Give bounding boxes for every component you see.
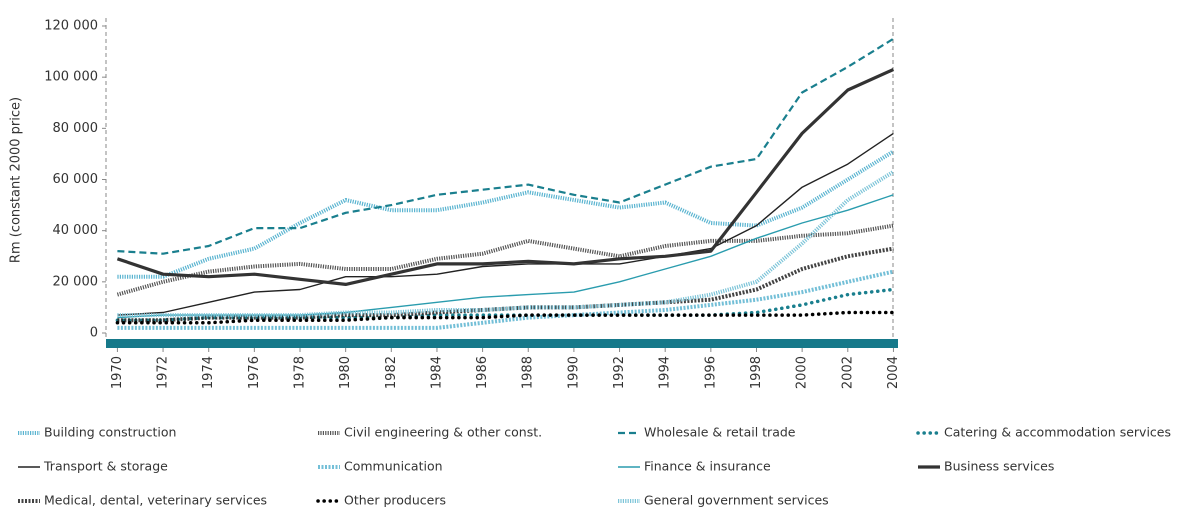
series-line — [117, 149, 895, 279]
series-line — [115, 287, 896, 322]
x-tick-label: 1990 — [566, 356, 581, 389]
legend-label: Communication — [344, 459, 443, 474]
x-tick-label: 1992 — [612, 356, 627, 389]
legend-label: Transport & storage — [43, 459, 168, 474]
x-tick-label: 1998 — [749, 356, 764, 389]
y-tick-label: 100 000 — [44, 70, 98, 85]
legend-label: Medical, dental, veterinary services — [44, 493, 267, 508]
x-tick-label: 2002 — [840, 356, 855, 389]
series-line — [115, 310, 896, 325]
x-tick-label: 2000 — [795, 356, 810, 389]
x-tick-label: 1986 — [475, 356, 490, 389]
legend-label: Business services — [944, 459, 1054, 474]
series-line — [117, 132, 894, 316]
x-tick-label: 1994 — [658, 356, 673, 389]
x-tick-label: 1996 — [703, 356, 718, 389]
x-tick-label: 1978 — [293, 356, 308, 389]
legend-label: Catering & accommodation services — [944, 425, 1171, 440]
y-tick-label: 80 000 — [53, 121, 99, 136]
x-tick-label: 1972 — [156, 356, 171, 389]
x-tick-label: 1988 — [521, 356, 536, 389]
series-line — [117, 269, 894, 330]
x-tick-label: 2004 — [886, 356, 901, 389]
series-line — [117, 37, 894, 255]
legend-label: Building construction — [44, 425, 176, 440]
y-axis-label: Rm (constant 2000 price) — [9, 97, 24, 263]
y-tick-label: 60 000 — [53, 172, 99, 187]
y-tick-label: 0 — [90, 326, 98, 341]
legend-label: Other producers — [344, 493, 446, 508]
legend-label: Civil engineering & other const. — [344, 425, 542, 440]
series-line — [116, 68, 895, 286]
x-tick-label: 1980 — [338, 356, 353, 389]
x-tick-label: 1974 — [201, 356, 216, 389]
series-line — [117, 194, 894, 319]
legend-label: Finance & insurance — [644, 459, 771, 474]
legend-label: Wholesale & retail trade — [644, 425, 796, 440]
y-tick-label: 20 000 — [53, 274, 99, 289]
y-tick-label: 120 000 — [44, 19, 98, 34]
baseline-bar — [106, 339, 898, 348]
x-tick-label: 1970 — [110, 356, 125, 389]
series-line — [117, 170, 895, 318]
y-tick-label: 40 000 — [53, 223, 99, 238]
x-tick-label: 1984 — [429, 356, 444, 389]
legend-label: General government services — [644, 493, 829, 508]
x-tick-label: 1976 — [247, 356, 262, 389]
x-tick-label: 1982 — [384, 356, 399, 389]
series-line — [116, 223, 894, 297]
series-line — [117, 246, 894, 323]
